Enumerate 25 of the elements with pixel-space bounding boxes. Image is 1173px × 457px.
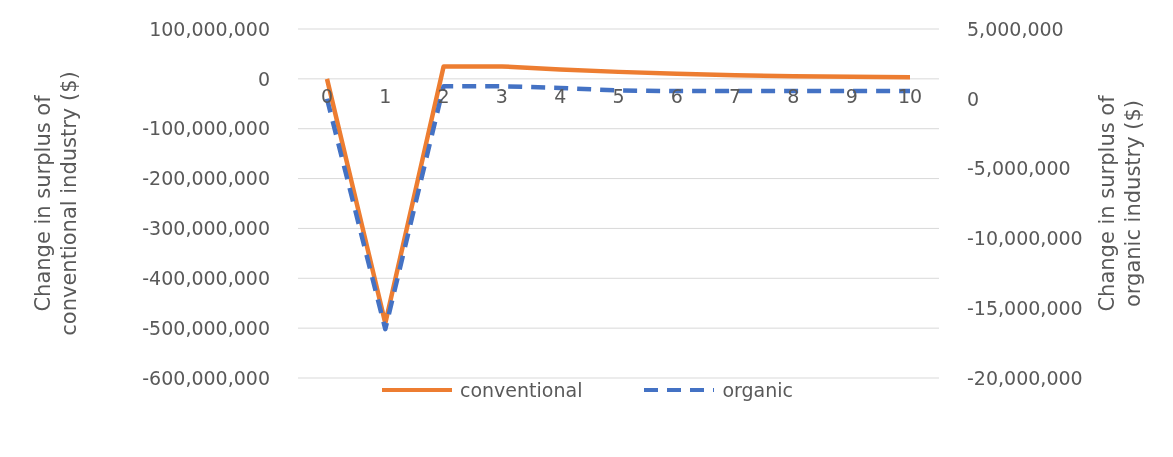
y2-tick-label: 5,000,000 xyxy=(967,17,1064,40)
y-tick-label: -300,000,000 xyxy=(142,217,270,240)
y2-tick-label: -20,000,000 xyxy=(967,366,1083,389)
x-tick-label: 4 xyxy=(554,84,567,107)
y2-tick-label: -15,000,000 xyxy=(967,296,1083,319)
y2-tick-label: -10,000,000 xyxy=(967,227,1083,250)
x-tick-label: 9 xyxy=(845,84,858,107)
legend-label: organic xyxy=(721,379,793,401)
y-tick-label: -100,000,000 xyxy=(142,117,270,140)
y-tick-label: -400,000,000 xyxy=(142,267,270,290)
y-tick-label: -500,000,000 xyxy=(142,316,270,339)
x-tick-label: 1 xyxy=(379,84,392,107)
x-tick-label: 2 xyxy=(437,84,450,107)
y-axis-title: Change in surplus of conventional industry ($) xyxy=(31,71,81,336)
y-tick-label: 100,000,000 xyxy=(149,17,270,40)
legend-label: conventional xyxy=(459,379,583,401)
x-tick-label: 3 xyxy=(495,84,508,107)
y2-axis-title: Change in surplus of organic industry ($) xyxy=(1095,94,1145,312)
x-tick-label: 7 xyxy=(729,84,742,107)
y-tick-label: 0 xyxy=(257,67,270,90)
x-tick-label: 5 xyxy=(612,84,625,107)
y2-tick-label: -5,000,000 xyxy=(967,157,1071,180)
x-tick-label: 10 xyxy=(897,84,923,107)
y-tick-label: -200,000,000 xyxy=(142,167,270,190)
y-tick-label: -600,000,000 xyxy=(142,366,270,389)
